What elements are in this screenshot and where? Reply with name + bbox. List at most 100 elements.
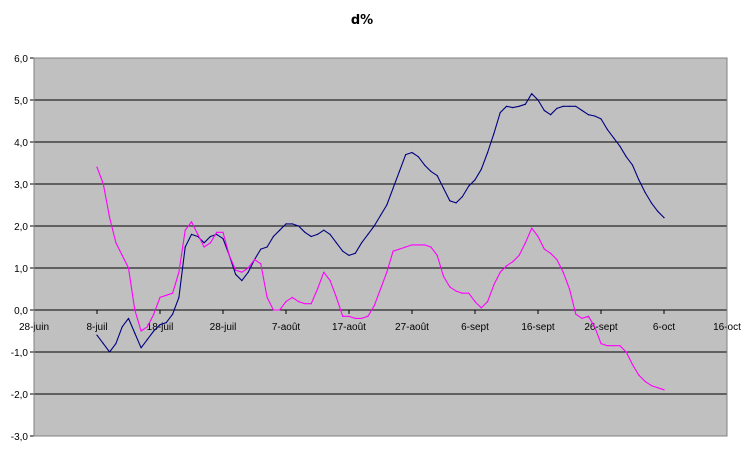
data-point bbox=[342, 315, 344, 317]
data-point bbox=[102, 343, 104, 345]
y-tick-label: 0,0 bbox=[14, 306, 28, 317]
data-point bbox=[285, 223, 287, 225]
data-point bbox=[115, 343, 117, 345]
data-point bbox=[134, 332, 136, 334]
data-point bbox=[499, 271, 501, 273]
data-point bbox=[153, 313, 155, 315]
data-point bbox=[398, 248, 400, 250]
data-point bbox=[487, 151, 489, 154]
data-point bbox=[159, 324, 161, 326]
data-point bbox=[568, 288, 571, 290]
data-point bbox=[373, 305, 375, 307]
data-point bbox=[323, 271, 325, 273]
data-point bbox=[190, 233, 193, 235]
data-point bbox=[361, 317, 363, 319]
data-point bbox=[531, 227, 533, 229]
data-point bbox=[657, 387, 659, 389]
x-tick-label: 16-sept bbox=[521, 322, 555, 333]
data-point bbox=[279, 309, 281, 311]
data-point bbox=[379, 288, 382, 290]
data-point bbox=[631, 364, 634, 366]
data-point bbox=[285, 301, 287, 303]
data-point bbox=[449, 200, 451, 202]
data-point bbox=[190, 221, 193, 223]
data-point bbox=[241, 280, 243, 282]
data-point bbox=[606, 345, 608, 347]
data-point bbox=[153, 330, 155, 332]
y-axis: -3,0 -2,0 -1,0 0,0 1,0 2,0 3,0 4,0 5,0 6,0 bbox=[11, 54, 35, 443]
data-point bbox=[361, 242, 363, 244]
data-point bbox=[606, 128, 608, 130]
plot-area bbox=[34, 58, 727, 436]
data-point bbox=[260, 263, 262, 265]
data-point bbox=[373, 225, 375, 227]
data-point bbox=[298, 225, 300, 227]
data-point bbox=[216, 231, 218, 233]
x-tick-label: 6-oct bbox=[653, 322, 675, 333]
data-point bbox=[405, 246, 407, 248]
data-point bbox=[184, 229, 186, 231]
data-point bbox=[266, 296, 268, 298]
data-point bbox=[644, 191, 646, 193]
data-point bbox=[436, 254, 438, 256]
data-point bbox=[474, 179, 476, 181]
data-point bbox=[203, 242, 205, 244]
data-point bbox=[291, 296, 293, 298]
data-point bbox=[260, 248, 262, 250]
data-point bbox=[209, 242, 211, 244]
data-point bbox=[298, 301, 300, 303]
data-point bbox=[247, 267, 249, 269]
data-point bbox=[203, 246, 205, 248]
data-point bbox=[392, 187, 394, 189]
data-point bbox=[619, 345, 621, 347]
data-point bbox=[316, 288, 319, 290]
x-tick-label: 27-août bbox=[395, 322, 429, 333]
data-point bbox=[102, 183, 104, 185]
data-point bbox=[424, 244, 426, 246]
data-point bbox=[518, 105, 520, 107]
data-point bbox=[587, 114, 590, 116]
data-point bbox=[197, 233, 199, 235]
plot-border bbox=[33, 57, 728, 437]
data-point bbox=[613, 137, 615, 139]
chart-title: d% bbox=[351, 13, 373, 28]
data-point bbox=[430, 246, 432, 248]
y-tick-label: 5,0 bbox=[14, 96, 28, 107]
data-point bbox=[247, 271, 249, 273]
data-point bbox=[209, 235, 211, 238]
data-point bbox=[172, 292, 174, 294]
data-point bbox=[493, 284, 495, 286]
y-tick-label: 3,0 bbox=[14, 180, 28, 191]
data-point bbox=[600, 118, 602, 120]
x-tick-label: 28-juil bbox=[210, 322, 237, 333]
x-tick-label: 8-juil bbox=[86, 322, 107, 333]
data-point bbox=[449, 286, 451, 288]
data-point bbox=[644, 380, 646, 382]
data-point bbox=[329, 280, 331, 282]
data-point bbox=[184, 246, 186, 248]
data-point bbox=[165, 322, 167, 324]
data-point bbox=[625, 351, 627, 353]
data-point bbox=[127, 267, 130, 269]
data-point bbox=[348, 254, 350, 256]
data-point bbox=[480, 307, 482, 309]
data-point bbox=[424, 164, 426, 166]
data-point bbox=[115, 242, 117, 244]
data-point bbox=[386, 204, 388, 206]
data-point bbox=[216, 233, 218, 235]
data-point bbox=[335, 242, 337, 244]
x-tick-label: 26-sept bbox=[584, 322, 618, 333]
data-point bbox=[550, 252, 552, 254]
y-tick-label: 1,0 bbox=[14, 264, 28, 275]
data-point bbox=[575, 313, 577, 315]
data-point bbox=[512, 261, 514, 263]
data-point bbox=[543, 109, 545, 112]
data-point bbox=[222, 231, 224, 233]
data-point bbox=[379, 214, 382, 217]
data-point bbox=[568, 105, 571, 107]
data-point bbox=[575, 105, 577, 107]
data-point bbox=[430, 170, 432, 172]
data-point bbox=[159, 296, 161, 298]
x-tick-label: 17-août bbox=[332, 322, 366, 333]
